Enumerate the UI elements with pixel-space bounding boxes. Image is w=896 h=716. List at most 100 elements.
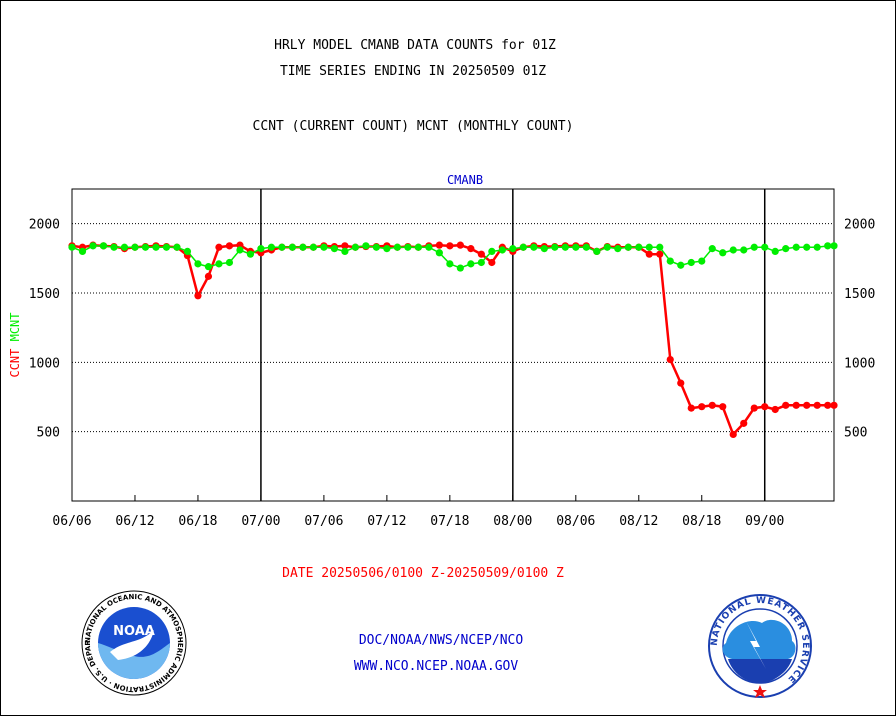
data-point-mcnt bbox=[110, 243, 118, 251]
data-point-mcnt bbox=[99, 242, 108, 250]
data-point-mcnt bbox=[152, 243, 160, 251]
data-point-mcnt bbox=[551, 243, 559, 251]
data-point-mcnt bbox=[509, 245, 517, 253]
data-point-mcnt bbox=[383, 245, 391, 253]
data-point-ccnt bbox=[467, 245, 475, 253]
data-point-mcnt bbox=[803, 243, 811, 251]
data-point-mcnt bbox=[120, 243, 129, 251]
data-point-ccnt bbox=[215, 243, 223, 251]
chart-subtitle: CCNT (CURRENT COUNT) MCNT (MONTHLY COUNT… bbox=[252, 119, 574, 134]
x-tick-label: 08/18 bbox=[682, 514, 721, 529]
date-range-label: DATE 20250506/0100 Z-20250509/0100 Z bbox=[282, 566, 564, 581]
url-label: WWW.NCO.NCEP.NOAA.GOV bbox=[353, 659, 519, 674]
y-axis-label: CCNT MCNT bbox=[8, 312, 22, 377]
x-tick-label: 06/06 bbox=[52, 514, 91, 529]
data-point-mcnt bbox=[698, 257, 706, 265]
data-point-mcnt bbox=[68, 243, 76, 251]
data-point-ccnt bbox=[477, 250, 485, 258]
data-point-mcnt bbox=[624, 243, 632, 251]
data-point-ccnt bbox=[446, 242, 454, 250]
x-tick-label: 07/12 bbox=[367, 514, 406, 529]
data-point-mcnt bbox=[729, 246, 737, 254]
data-point-mcnt bbox=[267, 243, 276, 251]
data-point-mcnt bbox=[78, 247, 87, 255]
data-point-mcnt bbox=[656, 243, 664, 251]
y-tick-label-left: 1000 bbox=[29, 356, 60, 371]
data-point-mcnt bbox=[666, 257, 674, 265]
data-point-mcnt bbox=[162, 243, 171, 251]
data-point-mcnt bbox=[362, 242, 370, 250]
x-tick-label: 08/00 bbox=[493, 514, 532, 529]
x-tick-label: 07/06 bbox=[304, 514, 343, 529]
data-point-mcnt bbox=[519, 243, 527, 251]
data-point-mcnt bbox=[593, 247, 601, 255]
data-point-ccnt bbox=[750, 404, 758, 412]
x-tick-label: 06/18 bbox=[178, 514, 217, 529]
data-point-mcnt bbox=[498, 246, 506, 254]
data-point-mcnt bbox=[236, 246, 244, 254]
data-point-mcnt bbox=[246, 250, 255, 258]
data-point-mcnt bbox=[372, 243, 380, 251]
y-axis-label-group: CCNT MCNT bbox=[8, 312, 22, 377]
data-point-ccnt bbox=[435, 241, 443, 249]
data-point-mcnt bbox=[761, 243, 769, 251]
data-point-ccnt bbox=[771, 405, 779, 414]
data-point-ccnt bbox=[719, 403, 727, 411]
data-point-ccnt bbox=[740, 419, 748, 427]
data-point-mcnt bbox=[750, 243, 758, 251]
data-point-mcnt bbox=[792, 243, 800, 251]
data-point-mcnt bbox=[677, 261, 685, 269]
data-point-mcnt bbox=[561, 243, 569, 251]
y-tick-label-right: 1000 bbox=[844, 356, 875, 371]
data-point-ccnt bbox=[824, 401, 832, 409]
x-tick-label: 07/00 bbox=[241, 514, 280, 529]
data-point-mcnt bbox=[477, 258, 485, 267]
x-tick-label: 08/12 bbox=[619, 514, 658, 529]
data-point-mcnt bbox=[435, 249, 443, 257]
data-point-mcnt bbox=[782, 245, 790, 253]
data-point-mcnt bbox=[351, 243, 359, 251]
data-point-ccnt bbox=[225, 242, 234, 250]
data-point-mcnt bbox=[341, 247, 349, 255]
data-point-ccnt bbox=[813, 401, 821, 409]
data-point-ccnt bbox=[708, 401, 716, 409]
data-point-mcnt bbox=[603, 243, 611, 251]
y-tick-label-right: 2000 bbox=[844, 218, 875, 233]
data-point-mcnt bbox=[204, 263, 213, 271]
data-point-mcnt bbox=[309, 243, 318, 251]
data-point-mcnt bbox=[771, 247, 779, 255]
data-point-mcnt bbox=[813, 243, 821, 251]
data-point-ccnt bbox=[677, 379, 685, 387]
data-point-mcnt bbox=[393, 243, 401, 251]
data-point-mcnt bbox=[614, 245, 622, 253]
data-point-ccnt bbox=[194, 292, 202, 300]
data-point-mcnt bbox=[89, 242, 97, 250]
nws-logo-icon: NATIONAL WEATHER SERVICE bbox=[708, 594, 812, 698]
y-tick-label-right: 500 bbox=[844, 426, 867, 441]
data-point-mcnt bbox=[830, 242, 838, 250]
y-tick-label-left: 2000 bbox=[29, 218, 60, 233]
data-point-mcnt bbox=[404, 243, 412, 251]
data-point-mcnt bbox=[257, 245, 265, 253]
data-point-mcnt bbox=[446, 260, 454, 268]
data-point-mcnt bbox=[572, 243, 580, 251]
data-point-mcnt bbox=[456, 264, 464, 272]
data-point-mcnt bbox=[225, 258, 234, 267]
data-point-mcnt bbox=[540, 245, 548, 253]
data-point-mcnt bbox=[740, 246, 748, 254]
data-point-ccnt bbox=[698, 403, 706, 411]
data-point-ccnt bbox=[456, 241, 464, 249]
y-tick-label-right: 1500 bbox=[844, 287, 875, 302]
data-point-ccnt bbox=[687, 404, 695, 412]
data-point-mcnt bbox=[425, 243, 433, 251]
data-point-mcnt bbox=[645, 243, 653, 251]
data-point-mcnt bbox=[330, 245, 338, 253]
x-tick-label: 09/00 bbox=[745, 514, 784, 529]
org-label: DOC/NOAA/NWS/NCEP/NCO bbox=[358, 633, 524, 648]
data-point-mcnt bbox=[635, 243, 643, 251]
data-point-ccnt bbox=[729, 430, 737, 439]
x-tick-label: 07/18 bbox=[430, 514, 469, 529]
chart-title-line2: TIME SERIES ENDING IN 20250509 01Z bbox=[279, 64, 547, 79]
data-point-ccnt bbox=[656, 250, 664, 258]
y-tick-label-left: 500 bbox=[37, 426, 60, 441]
